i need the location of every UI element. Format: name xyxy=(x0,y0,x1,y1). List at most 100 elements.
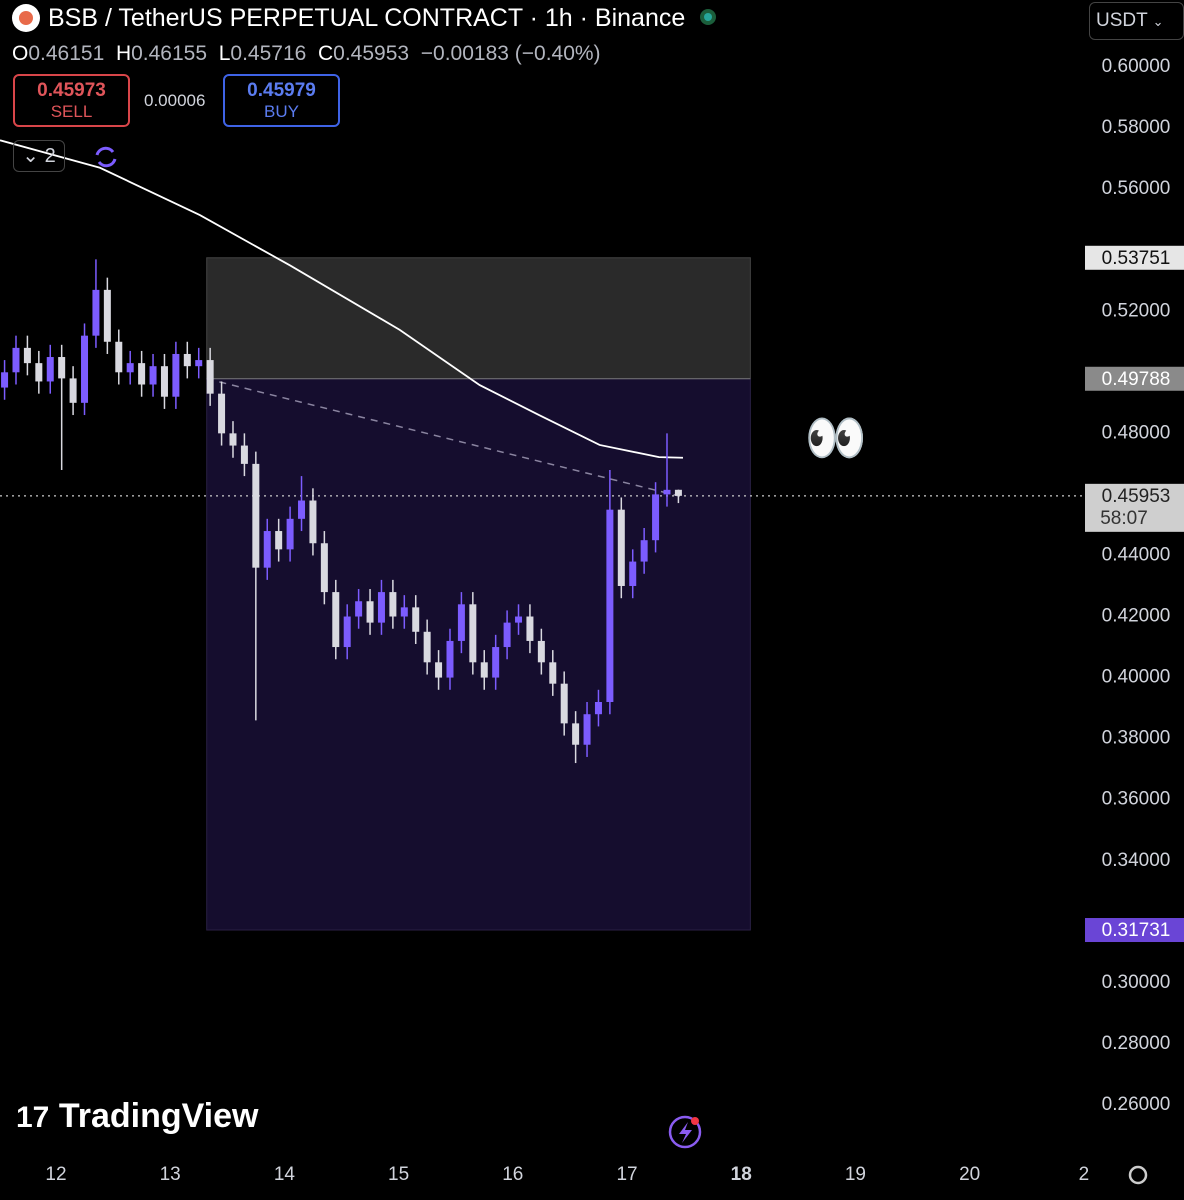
indicator-toggle[interactable]: ⌄ 2 xyxy=(13,140,65,172)
candle-body xyxy=(206,360,214,394)
candle-body xyxy=(412,607,420,632)
x-tick-label: 18 xyxy=(731,1164,752,1185)
ohlc-label: O xyxy=(12,42,29,65)
annotation: 👀 xyxy=(805,410,867,466)
candle-body xyxy=(606,509,614,702)
candle-body xyxy=(160,366,168,397)
y-tick-label: 0.40000 xyxy=(1102,667,1171,688)
candle-body xyxy=(263,531,271,568)
candle-body xyxy=(286,518,294,550)
ohlc-label: C xyxy=(317,42,334,65)
candle-body xyxy=(275,531,283,550)
candle-body xyxy=(663,489,671,495)
entry-label-box xyxy=(1085,366,1184,391)
candle-body xyxy=(366,601,374,623)
last-price-box xyxy=(1085,483,1184,532)
candle-body xyxy=(92,289,100,336)
candle-body xyxy=(423,631,431,663)
candle-body xyxy=(377,592,385,623)
candle-body xyxy=(23,347,31,364)
y-tick-label: 0.34000 xyxy=(1102,850,1171,871)
candle-body xyxy=(457,604,465,641)
ohlc-value: 0.45716 xyxy=(230,42,307,65)
y-tick-label: 0.52000 xyxy=(1102,300,1171,321)
y-tick-label: 0.36000 xyxy=(1102,789,1171,810)
candle-body xyxy=(309,500,317,544)
candle-body xyxy=(674,489,682,496)
currency-select[interactable]: USDT ⌄ xyxy=(1089,2,1184,40)
x-tick-label: 19 xyxy=(845,1164,866,1185)
candle-body xyxy=(252,463,260,568)
change: −0.00183 (−0.40%) xyxy=(420,42,601,65)
candle-body xyxy=(229,433,237,446)
candle-body xyxy=(103,289,111,342)
buy-button[interactable]: 0.45979 BUY xyxy=(223,74,340,127)
watermark: 17 TradingView xyxy=(16,1097,259,1135)
y-tick-label: 0.56000 xyxy=(1102,178,1171,199)
candle-body xyxy=(320,543,328,593)
y-tick-label: 0.26000 xyxy=(1102,1094,1171,1115)
candle-body xyxy=(469,604,477,663)
candle-body xyxy=(503,622,511,648)
candle-body xyxy=(594,701,602,715)
candle-body xyxy=(343,616,351,648)
moving-average xyxy=(0,139,684,459)
lightning-icon xyxy=(668,1115,702,1149)
ohlc-value: 0.46151 xyxy=(28,42,105,65)
candle-body xyxy=(572,723,580,745)
candle-body xyxy=(515,616,523,623)
candle-body xyxy=(149,366,157,385)
x-tick-label: 17 xyxy=(616,1164,637,1185)
ohlc-label: L xyxy=(218,42,231,65)
y-tick-label: 0.58000 xyxy=(1102,117,1171,138)
refresh-icon[interactable] xyxy=(93,144,119,170)
settings-icon xyxy=(1128,1165,1148,1185)
sell-price: 0.45973 xyxy=(37,80,106,101)
candle-body xyxy=(218,393,226,434)
candle-body xyxy=(240,445,248,464)
candle-body xyxy=(35,363,43,382)
candle-body xyxy=(640,540,648,562)
ohlc-label: H xyxy=(115,42,132,65)
candle-body xyxy=(537,640,545,663)
candle-body xyxy=(492,647,500,678)
stop-zone xyxy=(206,378,751,931)
candle-body xyxy=(81,335,89,403)
candle-body xyxy=(46,357,54,382)
y-tick-label: 0.28000 xyxy=(1102,1033,1171,1054)
x-tick-label: 14 xyxy=(274,1164,296,1185)
sell-button[interactable]: 0.45973 SELL xyxy=(13,74,130,127)
candle-body xyxy=(435,662,443,678)
y-tick-label: 0.44000 xyxy=(1102,544,1171,565)
candle-body xyxy=(652,494,660,541)
y-tick-label: 0.48000 xyxy=(1102,422,1171,443)
candle-body xyxy=(183,353,191,367)
candle-body xyxy=(332,592,340,648)
spread: 0.00006 xyxy=(144,91,206,110)
candle-body xyxy=(58,357,66,379)
symbol-title: BSB / TetherUS PERPETUAL CONTRACT · 1h ·… xyxy=(48,4,686,32)
indicator-count: 2 xyxy=(44,145,56,167)
currency: USDT xyxy=(1096,10,1148,31)
x-tick-label: 16 xyxy=(502,1164,523,1185)
header: BSB / TetherUS PERPETUAL CONTRACT · 1h ·… xyxy=(0,0,1080,180)
trend-line xyxy=(206,378,679,497)
x-tick-label: 13 xyxy=(160,1164,181,1185)
target-label: 0.53751 xyxy=(1102,248,1171,269)
candle-body xyxy=(526,616,534,641)
y-tick-label: 0.42000 xyxy=(1102,606,1171,627)
candle-body xyxy=(195,360,203,367)
entry-label: 0.49788 xyxy=(1102,369,1171,390)
ohlc-value: 0.45953 xyxy=(333,42,410,65)
candle-body xyxy=(12,347,20,373)
candle-body xyxy=(138,363,146,385)
target-zone xyxy=(206,257,751,380)
candle-body xyxy=(298,500,306,519)
target-label-box xyxy=(1085,245,1184,270)
candle-body xyxy=(69,378,77,403)
candle-body xyxy=(560,683,568,724)
stop-label: 0.31731 xyxy=(1102,920,1171,941)
watermark-text: TradingView xyxy=(58,1097,259,1135)
